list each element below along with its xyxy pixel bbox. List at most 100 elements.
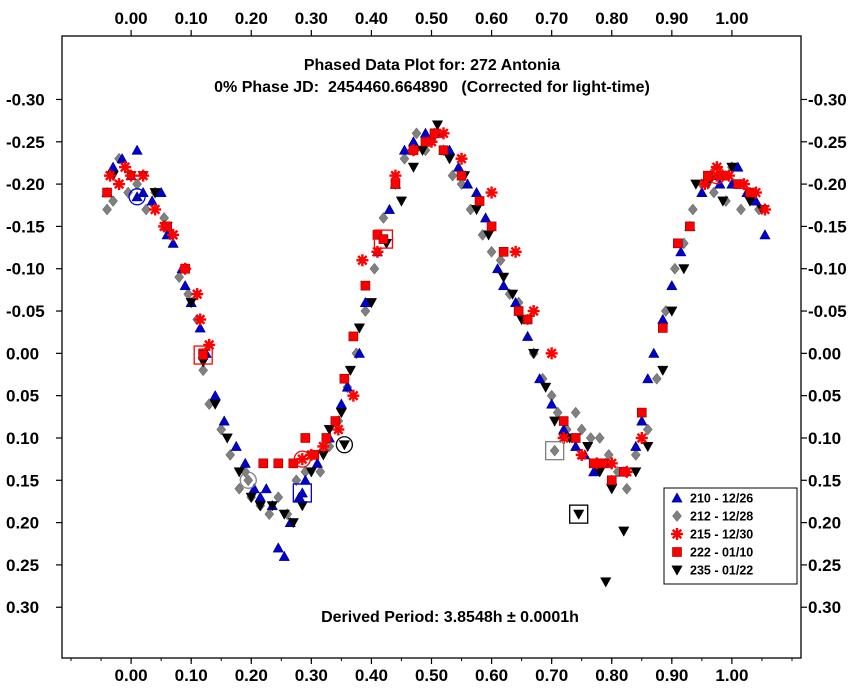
highlighted-point: [708, 166, 726, 185]
x-tick-label-top: 1.00: [715, 9, 748, 28]
data-point: [264, 508, 275, 521]
data-point: [317, 440, 330, 453]
data-point: [335, 408, 348, 419]
y-tick-label-left: 0.25: [6, 556, 39, 575]
data-point: [438, 145, 449, 156]
data-point: [258, 458, 269, 469]
y-tick-label-left: -0.20: [6, 175, 45, 194]
data-point: [709, 186, 719, 199]
data-point: [636, 415, 648, 426]
data-point: [651, 372, 662, 385]
x-tick-label-top: 0.60: [475, 9, 508, 28]
legend-label: 222 - 01/10: [690, 546, 753, 560]
highlighted-marker: [573, 509, 585, 520]
highlighted-marker: [198, 350, 208, 360]
data-point: [600, 577, 612, 588]
legend-item: 212 - 12/28: [672, 510, 753, 524]
data-point: [272, 542, 284, 553]
data-point: [759, 229, 771, 240]
y-tick-label-left: 0.05: [6, 387, 39, 406]
x-tick-label-top: 0.90: [655, 9, 688, 28]
data-point: [365, 298, 378, 309]
legend-label: 235 - 01/22: [690, 564, 753, 578]
x-tick-label-bottom: 0.70: [535, 666, 568, 685]
data-point: [605, 457, 618, 470]
data-point: [678, 264, 690, 275]
data-point: [620, 465, 633, 478]
data-point: [411, 127, 422, 140]
data-point: [582, 442, 594, 453]
data-point: [506, 289, 519, 300]
data-point: [576, 423, 587, 436]
highlight-box: [292, 483, 312, 503]
highlighted-point: [128, 188, 146, 206]
legend-marker: [672, 547, 682, 557]
x-tick-label-bottom: 0.90: [655, 666, 688, 685]
y-tick-label-left: 0.15: [6, 471, 39, 490]
data-point: [389, 169, 402, 182]
data-point: [658, 323, 668, 333]
data-point: [513, 306, 524, 316]
x-tick-label-bottom: 0.40: [355, 666, 388, 685]
data-point: [353, 323, 366, 334]
x-tick-label-bottom: 1.00: [715, 666, 748, 685]
data-point: [221, 433, 233, 444]
data-point: [630, 467, 642, 478]
legend: 210 - 12/26 212 - 12/28 215 - 12/30 222 - 0…: [663, 487, 798, 585]
axes: 0.00 0.00 0.10 0.10 0.20 0.20 0.30 0.30 0.40 0.40…: [6, 9, 847, 685]
legend-item: 235 - 01/22: [671, 564, 753, 578]
data-point: [347, 389, 360, 402]
data-point: [141, 203, 151, 216]
data-point: [348, 331, 359, 342]
data-point: [474, 196, 485, 206]
highlighted-point: [545, 441, 565, 461]
data-point: [690, 179, 702, 190]
data-point: [356, 254, 369, 267]
data-point: [437, 127, 450, 140]
data-point: [461, 178, 474, 189]
data-point: [522, 330, 534, 341]
data-point: [305, 448, 318, 461]
highlighted-marker: [296, 453, 309, 466]
data-point: [696, 186, 708, 197]
highlighted-point: [293, 450, 311, 468]
data-point: [305, 467, 317, 478]
data-point: [443, 154, 456, 165]
data-point: [194, 313, 207, 326]
data-point: [540, 382, 552, 393]
chart-title: Phased Data Plot for: 272 Antonia: [304, 57, 560, 74]
data-point: [618, 526, 630, 537]
data-point: [108, 195, 118, 207]
data-point: [339, 373, 350, 384]
x-tick-label-bottom: 0.50: [415, 666, 448, 685]
data-point: [570, 440, 582, 451]
x-tick-label-bottom: 0.30: [295, 666, 328, 685]
legend-marker: [671, 492, 683, 503]
data-point: [288, 458, 299, 469]
x-tick-label-bottom: 0.20: [235, 666, 268, 685]
data-point: [407, 162, 420, 173]
data-point: [185, 298, 197, 309]
data-point: [102, 187, 112, 198]
data-point: [341, 381, 354, 392]
data-point: [149, 203, 162, 216]
data-point: [534, 373, 546, 384]
data-point: [621, 482, 632, 495]
legend-label: 215 - 12/30: [690, 528, 753, 542]
y-tick-label-right: 0.20: [808, 514, 841, 533]
data-point: [194, 322, 206, 333]
data-point: [431, 120, 444, 131]
data-point: [278, 509, 290, 520]
data-point: [648, 347, 660, 358]
legend-box: [663, 487, 798, 585]
chart-subtitle: 0% Phase JD: 2454460.664890 (Corrected f…: [214, 79, 650, 96]
data-point: [685, 221, 695, 232]
highlighted-point: [292, 483, 312, 503]
data-point: [132, 178, 142, 190]
x-tick-label-top: 0.00: [115, 9, 148, 28]
data-point: [254, 501, 266, 512]
data-point: [179, 262, 192, 275]
data-point: [570, 406, 581, 419]
highlighted-point: [373, 229, 394, 249]
data-point: [736, 203, 746, 216]
